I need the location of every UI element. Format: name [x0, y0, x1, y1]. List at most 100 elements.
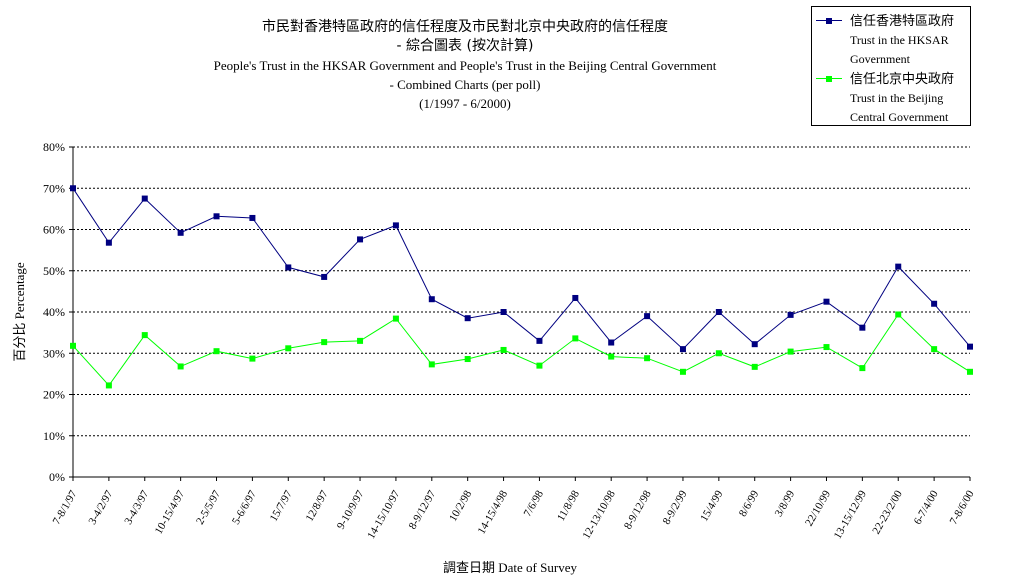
x-tick-label: 15/7/97: [268, 488, 295, 524]
series-0-point: [679, 346, 686, 353]
series-0-point: [500, 309, 507, 315]
y-tick-label: 50%: [43, 264, 65, 278]
series-1-point: [321, 339, 328, 346]
series-1-point: [787, 348, 794, 355]
y-tick-label: 30%: [43, 346, 65, 360]
series-1-point: [931, 346, 938, 353]
series-0-point: [177, 229, 184, 236]
series-1-point: [967, 368, 973, 375]
series-1-point: [859, 365, 866, 372]
x-tick-label: 9-10/9/97: [335, 488, 367, 531]
x-tick-label: 2-5/5/97: [194, 488, 223, 527]
series-1-point: [428, 361, 435, 368]
series-1-point: [105, 382, 112, 389]
series-1-point: [285, 345, 292, 352]
series-1-point: [751, 363, 758, 370]
series-1-point: [572, 335, 579, 342]
series-0-point: [536, 337, 543, 344]
chart-title-en: People's Trust in the HKSAR Government a…: [213, 58, 717, 73]
chart-subtitle-en: - Combined Charts (per poll): [389, 77, 541, 92]
x-tick-label: 8/6/99: [737, 488, 762, 519]
series-0-point: [572, 294, 579, 301]
series-0-point: [931, 300, 938, 307]
series-0-point: [105, 239, 112, 246]
x-tick-label: 7/6/98: [522, 488, 547, 519]
series-1-point: [823, 344, 830, 351]
series-1-point: [608, 353, 615, 360]
series-1-point: [392, 315, 399, 322]
x-tick-label: 10/2/98: [447, 488, 474, 524]
series-0-point: [715, 309, 722, 315]
x-axis-title: 調查日期 Date of Survey: [443, 560, 577, 575]
x-tick-label: 7-8/1/97: [51, 488, 80, 527]
x-tick-label: 3/8/99: [773, 488, 798, 519]
chart-title-zh: 市民對香港特區政府的信任程度及市民對北京中央政府的信任程度: [262, 19, 668, 35]
legend-label-beijing-zh: 信任北京中央政府: [850, 72, 955, 87]
series-1-point: [679, 368, 686, 375]
x-tick-label: 7-8/6/00: [948, 488, 977, 527]
y-tick-label: 70%: [43, 181, 65, 195]
legend-label-hksar-en: Trust in the HKSAR Government: [850, 33, 949, 66]
series-1-point: [177, 363, 184, 370]
series-0-point: [751, 341, 758, 348]
x-tick-label: 22-23/2/00: [870, 488, 905, 536]
series-1-point: [70, 342, 76, 349]
y-axis-title: 百分比 Percentage: [12, 262, 27, 362]
series-0-point: [141, 195, 148, 202]
x-tick-label: 12-13/10/98: [581, 488, 619, 541]
x-tick-label: 14-15/10/97: [365, 488, 403, 541]
legend-swatch-hksar: [816, 17, 842, 25]
series-0-point: [608, 339, 615, 346]
x-tick-label: 12/8/97: [304, 488, 331, 524]
series-0-point: [859, 324, 866, 331]
series-1-point: [464, 356, 471, 363]
x-tick-label: 3-4/2/97: [86, 488, 115, 527]
series-0-point: [823, 298, 830, 305]
series-1-point: [249, 355, 256, 362]
series-0-point: [644, 313, 651, 320]
series-1-point: [213, 348, 220, 355]
series-line-1: [72, 313, 971, 387]
x-tick-labels: 7-8/1/97 3-4/2/97 3-4/3/97 10-15/4/97 2-5/5/…: [51, 488, 977, 541]
series-0-point: [70, 185, 76, 192]
series-0-point: [464, 315, 471, 322]
series-0-point: [967, 343, 973, 350]
legend-label-hksar-zh: 信任香港特區政府: [850, 14, 955, 29]
series-layer: [70, 185, 973, 389]
y-tick-label: 10%: [43, 429, 65, 443]
x-tick-label: 5-6/6/97: [230, 488, 259, 527]
y-tick-label: 60%: [43, 223, 65, 237]
series-1-point: [536, 362, 543, 369]
series-1-point: [895, 311, 902, 318]
x-tick-label: 11/8/98: [555, 488, 582, 523]
x-tick-label: 22/10/99: [803, 488, 833, 528]
series-0-point: [357, 236, 364, 243]
series-0-point: [787, 311, 794, 318]
legend: 信任香港特區政府 Trust in the HKSAR Government 信…: [811, 6, 971, 126]
axes: [69, 146, 971, 481]
series-1-point: [500, 346, 507, 353]
series-1-point: [644, 355, 651, 362]
y-tick-label: 40%: [43, 305, 65, 319]
x-tick-label: 14-15/4/98: [476, 488, 511, 536]
series-0-point: [285, 264, 292, 271]
series-0-point: [392, 222, 399, 229]
x-tick-label: 3-4/3/97: [122, 488, 151, 527]
x-tick-label: 6-7/4/00: [912, 488, 941, 527]
series-1-point: [357, 337, 364, 344]
chart-title-block: 市民對香港特區政府的信任程度及市民對北京中央政府的信任程度 - 綜合圖表 (按次…: [160, 18, 770, 113]
x-tick-label: 8-9/12/97: [407, 488, 439, 531]
series-0-point: [428, 296, 435, 303]
y-tick-label: 80%: [43, 140, 65, 154]
x-tick-label: 13-15/12/99: [832, 488, 870, 541]
legend-swatch-beijing: [816, 75, 842, 83]
series-0-point: [321, 273, 328, 280]
series-1-point: [715, 350, 722, 357]
series-0-point: [895, 263, 902, 270]
grid-lines: [73, 146, 970, 437]
y-tick-label: 0%: [49, 470, 65, 484]
x-tick-label: 15/4/99: [698, 488, 725, 524]
series-0-point: [213, 213, 220, 220]
legend-label-beijing-en: Trust in the Beijing Central Government: [850, 91, 949, 124]
